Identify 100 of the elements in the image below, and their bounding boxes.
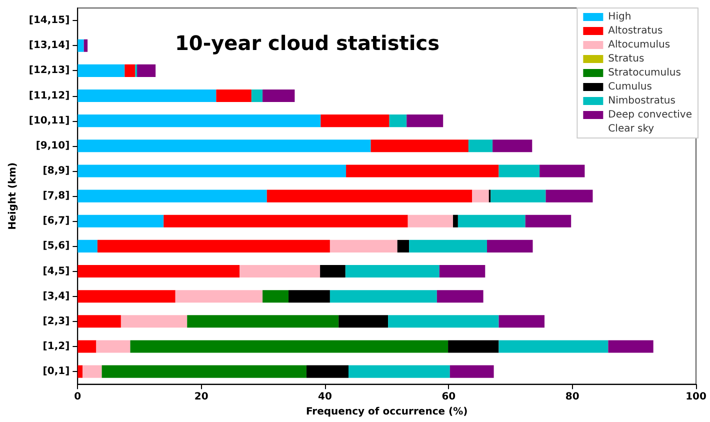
x-tick-label: 40 xyxy=(318,392,332,403)
bar xyxy=(320,114,390,128)
bar xyxy=(346,164,499,178)
bar xyxy=(608,340,654,353)
bar xyxy=(498,340,608,353)
bar xyxy=(78,315,121,328)
y-axis-title: Height (km) xyxy=(8,162,18,230)
bar xyxy=(490,190,546,202)
bar xyxy=(406,114,444,128)
bar xyxy=(370,140,468,152)
bar xyxy=(78,214,164,228)
bar xyxy=(472,190,489,202)
bar xyxy=(124,64,136,77)
bar xyxy=(492,140,532,152)
bar xyxy=(330,240,398,252)
bar xyxy=(408,214,453,228)
bar xyxy=(78,365,83,378)
y-tick-label: [12,13] xyxy=(28,65,70,76)
bar xyxy=(78,89,216,102)
bar xyxy=(240,265,320,278)
bar xyxy=(216,89,252,102)
bar xyxy=(164,214,408,228)
bar xyxy=(120,315,188,328)
x-tick-label: 0 xyxy=(74,392,82,403)
legend-label: Nimbostratus xyxy=(608,96,676,106)
bar xyxy=(78,64,125,77)
bar xyxy=(348,365,450,378)
bar xyxy=(397,240,410,252)
bar xyxy=(78,39,84,52)
legend-label: Stratocumulus xyxy=(608,68,681,78)
bar xyxy=(450,365,494,378)
bar xyxy=(540,164,585,178)
bar xyxy=(137,64,156,77)
legend-label: High xyxy=(608,12,632,22)
bar xyxy=(388,315,499,328)
y-tick-label: [9,10] xyxy=(36,140,70,152)
bar xyxy=(498,315,545,328)
bar xyxy=(251,89,263,102)
y-tick-label: [13,14] xyxy=(28,40,70,52)
bar xyxy=(546,190,593,202)
y-tick-label: [8,9] xyxy=(42,165,70,176)
bar xyxy=(78,140,371,152)
bar xyxy=(525,214,572,228)
y-tick-label: [14,15] xyxy=(28,15,70,26)
bar xyxy=(439,265,486,278)
x-tick-label: 100 xyxy=(686,392,706,403)
y-tick-label: [6,7] xyxy=(42,216,70,227)
bar xyxy=(288,290,330,303)
bar xyxy=(306,365,348,378)
bar xyxy=(330,290,437,303)
bar xyxy=(78,114,321,128)
text: 10-year cloud statistics xyxy=(175,31,440,55)
x-tick-label: 20 xyxy=(194,392,208,403)
legend-label: Stratus xyxy=(608,54,644,64)
legend-label: Cumulus xyxy=(608,82,652,92)
bar xyxy=(96,340,130,353)
bar xyxy=(452,214,458,228)
bar xyxy=(78,164,346,178)
bar xyxy=(448,340,499,353)
bar xyxy=(187,315,339,328)
y-tick-label: [10,11] xyxy=(28,115,70,126)
text: Clear sky xyxy=(608,124,654,134)
bar xyxy=(175,290,263,303)
bar xyxy=(102,365,306,378)
bar xyxy=(82,365,102,378)
bar xyxy=(84,39,88,52)
y-tick-label: [11,12] xyxy=(28,90,70,102)
y-tick-label: [4,5] xyxy=(42,266,70,277)
y-tick-label: [3,4] xyxy=(42,290,70,302)
x-tick-label: 80 xyxy=(565,392,580,403)
bar xyxy=(262,89,295,102)
bar xyxy=(345,265,440,278)
bar xyxy=(389,114,407,128)
bar xyxy=(78,240,98,252)
legend-label: Deep convective xyxy=(608,110,692,120)
bar xyxy=(320,265,346,278)
legend-label: Altostratus xyxy=(608,26,663,36)
bar xyxy=(338,315,388,328)
bar xyxy=(487,240,533,252)
bar xyxy=(436,290,484,303)
y-tick-label: [5,6] xyxy=(42,240,70,252)
bar xyxy=(458,214,526,228)
bar xyxy=(266,190,472,202)
bar xyxy=(78,290,176,303)
bar xyxy=(78,265,240,278)
bar xyxy=(78,190,267,202)
bar xyxy=(130,340,448,353)
y-tick-label: [1,2] xyxy=(42,340,70,352)
legend-label: Altocumulus xyxy=(608,40,670,50)
y-tick-label: [0,1] xyxy=(42,366,70,378)
y-tick-label: [2,3] xyxy=(42,316,70,327)
y-tick-label: [7,8] xyxy=(42,190,70,202)
x-axis-title: Frequency of occurrence (%) xyxy=(306,406,468,418)
bar xyxy=(468,140,493,152)
bar xyxy=(97,240,330,252)
bar xyxy=(409,240,488,252)
bar xyxy=(78,340,96,353)
bar xyxy=(262,290,289,303)
x-tick-label: 60 xyxy=(442,392,456,403)
bar xyxy=(498,164,540,178)
